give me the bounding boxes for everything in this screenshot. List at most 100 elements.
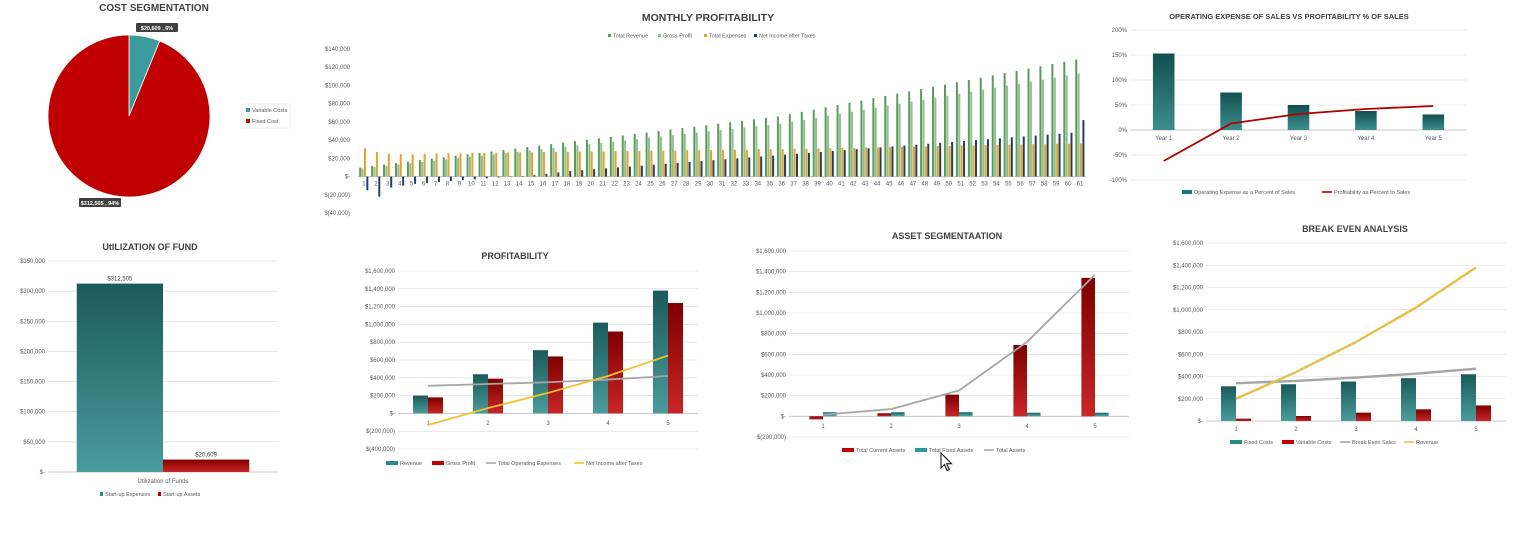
monthly-category-label: 45 [886,182,893,188]
monthly-bar [1068,143,1071,177]
monthly-bar [361,168,364,177]
monthly-bar [480,155,483,177]
fund-data-label: $312,505 [107,277,133,283]
cost-data-label: $20,609 , 6% [141,26,174,32]
monthly-bar [912,146,915,177]
monthly-category-label: 47 [910,182,917,188]
asset-bar [1013,345,1027,417]
monthly-bar [612,141,615,177]
monthly-category-label: 31 [719,182,726,188]
monthly-legend-label: Net Income after Taxes [759,34,816,40]
break-even-chart: BREAK EVEN ANALYSIS $- $200,000 $400,000 $60… [1140,218,1529,453]
monthly-bar [471,152,474,177]
monthly-bar [383,164,386,177]
monthly-bar [767,124,770,177]
monthly-bar [776,116,779,177]
monthly-bar [588,144,591,177]
monthly-category-label: 18 [564,182,571,188]
monthly-bar [542,151,545,177]
opex-legend-label: Operating Expense as a Percent of Sales [1194,190,1295,196]
monthly-category-label: 58 [1041,182,1048,188]
monthly-bar [779,123,782,177]
monthly-bar [996,145,999,177]
monthly-ytick-label: $120,000 [325,65,351,71]
profit-ytick-label: $1,400,000 [365,287,396,293]
profit-ytick-label: $200,000 [370,394,396,400]
asset-legend-swatch [915,448,927,452]
monthly-bar [848,102,851,177]
monthly-bar [936,146,939,177]
breakeven-bar [1476,405,1491,421]
monthly-bar [879,147,882,177]
monthly-bar [540,149,543,177]
monthly-bar [829,148,832,177]
cost-data-label-box [79,198,121,207]
breakeven-category-label: 2 [1294,427,1298,433]
monthly-bar [1082,120,1085,177]
monthly-category-label: 37 [790,182,797,188]
profit-legend-swatch [432,461,444,465]
monthly-bar [717,123,720,177]
monthly-bar [669,129,672,177]
asset-bar [959,412,973,417]
monthly-category-label: 55 [1005,182,1012,188]
cost-data-label: $312,505 , 94% [81,201,120,207]
monthly-bar [867,148,870,177]
monthly-category-label: 21 [599,182,606,188]
monthly-category-label: 19 [575,182,582,188]
profit-bar [548,356,563,414]
monthly-bar [986,139,989,177]
opex-bar [1355,111,1377,130]
monthly-bar [1032,144,1035,177]
profit-ytick-label: $(200,000) [366,429,395,435]
monthly-bar [557,172,560,177]
monthly-bar [924,146,927,177]
asset-category-label: 5 [1093,424,1097,430]
asset-series-line [822,274,1096,416]
profit-ytick-label: $1,600,000 [365,269,396,275]
fund-ytick-label: $250,000 [20,319,46,325]
monthly-bar [688,161,691,177]
monthly-bar [934,97,937,177]
monthly-bar [817,148,820,177]
monthly-bar [862,109,865,177]
fund-legend-label: Start-up Assets [163,492,201,498]
monthly-category-label: 44 [874,182,881,188]
asset-bar [891,412,905,417]
monthly-bar [812,109,815,177]
monthly-category-label: 28 [683,182,690,188]
profit-legend-label: Net Income after Taxes [586,461,643,467]
monthly-bar [1070,132,1073,177]
opex-ytick-label: -50% [1113,153,1128,159]
breakeven-category-label: 5 [1474,427,1478,433]
monthly-category-label: 53 [981,182,988,188]
breakeven-legend-label: Variable Costs [1296,440,1332,446]
monthly-category-label: 33 [743,182,750,188]
monthly-bar [514,148,517,177]
monthly-bar [554,151,557,177]
monthly-bar [920,89,923,177]
opex-category-label: Year 5 [1425,136,1443,142]
monthly-bar [445,159,448,177]
opex-bar [1220,92,1242,130]
monthly-bar [1041,79,1044,177]
monthly-bar [421,161,424,177]
monthly-category-label: 54 [993,182,1000,188]
monthly-category-label: 17 [552,182,559,188]
monthly-bar [908,91,911,177]
monthly-bar [710,150,713,177]
monthly-title: MONTHLY PROFITABILITY [642,12,774,24]
profit-bar [653,290,668,414]
monthly-category-label: 57 [1029,182,1036,188]
monthly-bar [435,153,438,177]
monthly-bar [645,132,648,177]
monthly-bar [760,156,763,177]
asset-bar [1095,412,1109,417]
breakeven-category-label: 3 [1354,427,1358,433]
asset-bar [1027,412,1041,417]
monthly-category-label: 46 [898,182,905,188]
monthly-bar [461,176,464,181]
monthly-bar [576,145,579,177]
cost-legend-swatch [246,108,250,112]
profit-legend-swatch [386,461,398,465]
